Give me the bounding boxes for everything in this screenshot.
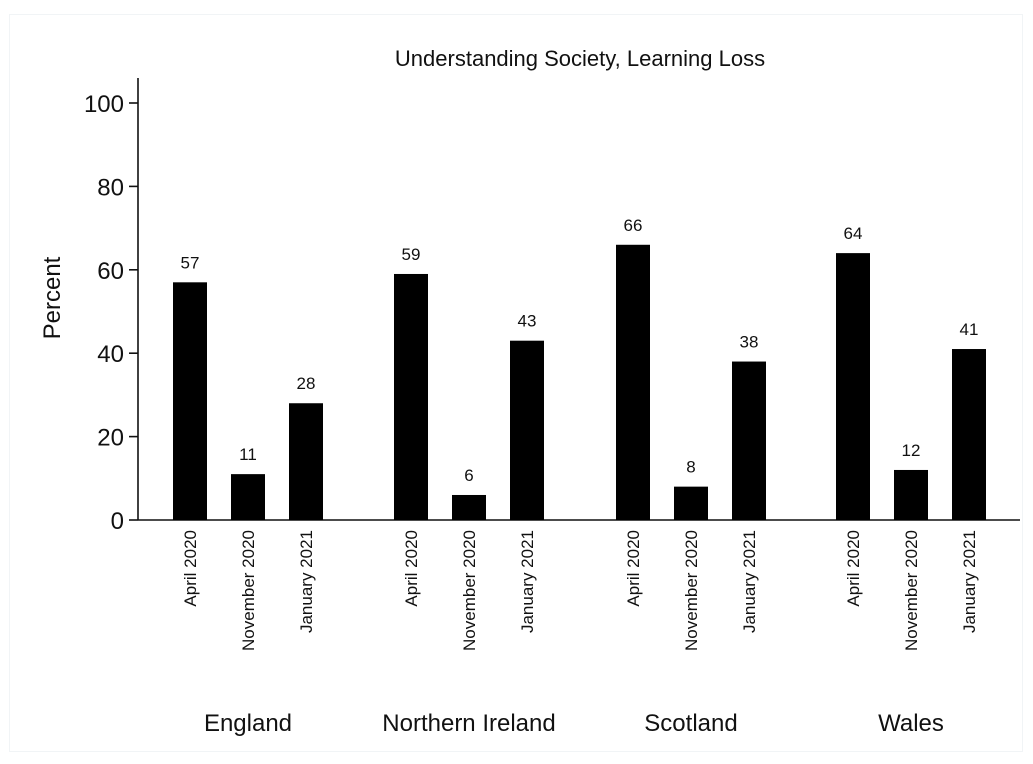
x-tick-label: November 2020 bbox=[682, 530, 701, 651]
x-tick-label: January 2021 bbox=[297, 530, 316, 633]
bar bbox=[616, 244, 650, 520]
x-tick-label: January 2021 bbox=[518, 530, 537, 633]
group-label: Wales bbox=[878, 710, 944, 737]
bar bbox=[836, 253, 870, 520]
bar bbox=[289, 403, 323, 520]
y-axis-ticks: 0 20 40 60 80 100 bbox=[84, 91, 138, 535]
x-tick-label: November 2020 bbox=[902, 530, 921, 651]
bar bbox=[452, 494, 486, 520]
x-tick-label: January 2021 bbox=[740, 530, 759, 633]
x-tick-label: November 2020 bbox=[460, 530, 479, 651]
bar bbox=[674, 486, 708, 520]
y-axis-label: Percent bbox=[39, 256, 66, 339]
bars bbox=[173, 244, 986, 520]
y-tick-label: 40 bbox=[97, 341, 124, 368]
bar bbox=[510, 340, 544, 520]
data-label: 28 bbox=[297, 374, 316, 393]
group-label: England bbox=[204, 710, 292, 737]
data-label: 11 bbox=[239, 445, 257, 464]
x-tick-label: November 2020 bbox=[239, 530, 258, 651]
x-tick-label: April 2020 bbox=[624, 530, 643, 607]
data-labels: 57 11 28 59 6 43 66 8 38 64 12 41 bbox=[181, 216, 979, 485]
chart-title: Understanding Society, Learning Loss bbox=[395, 46, 765, 71]
x-axis-tick-labels: April 2020 November 2020 January 2021 April… bbox=[181, 530, 979, 651]
x-tick-label: April 2020 bbox=[402, 530, 421, 607]
data-label: 43 bbox=[518, 312, 537, 331]
x-tick-label: April 2020 bbox=[844, 530, 863, 607]
data-label: 12 bbox=[902, 441, 921, 460]
x-tick-label: April 2020 bbox=[181, 530, 200, 607]
bar bbox=[173, 282, 207, 520]
group-label: Northern Ireland bbox=[382, 710, 555, 737]
x-tick-label: January 2021 bbox=[960, 530, 979, 633]
bar bbox=[732, 361, 766, 520]
group-label: Scotland bbox=[644, 710, 737, 737]
y-tick-label: 0 bbox=[111, 508, 124, 535]
data-label: 8 bbox=[686, 458, 695, 477]
group-labels: England Northern Ireland Scotland Wales bbox=[204, 710, 944, 737]
y-tick-label: 100 bbox=[84, 91, 124, 118]
y-tick-label: 20 bbox=[97, 425, 124, 452]
data-label: 57 bbox=[181, 253, 200, 272]
data-label: 41 bbox=[960, 320, 979, 339]
data-label: 59 bbox=[402, 245, 421, 264]
bar bbox=[394, 273, 428, 520]
data-label: 38 bbox=[740, 333, 759, 352]
bar bbox=[894, 469, 928, 520]
data-label: 64 bbox=[844, 224, 863, 243]
data-label: 66 bbox=[624, 216, 643, 235]
data-label: 6 bbox=[464, 466, 473, 485]
y-tick-label: 80 bbox=[97, 174, 124, 201]
bar bbox=[231, 474, 265, 520]
bar bbox=[952, 349, 986, 520]
y-tick-label: 60 bbox=[97, 258, 124, 285]
